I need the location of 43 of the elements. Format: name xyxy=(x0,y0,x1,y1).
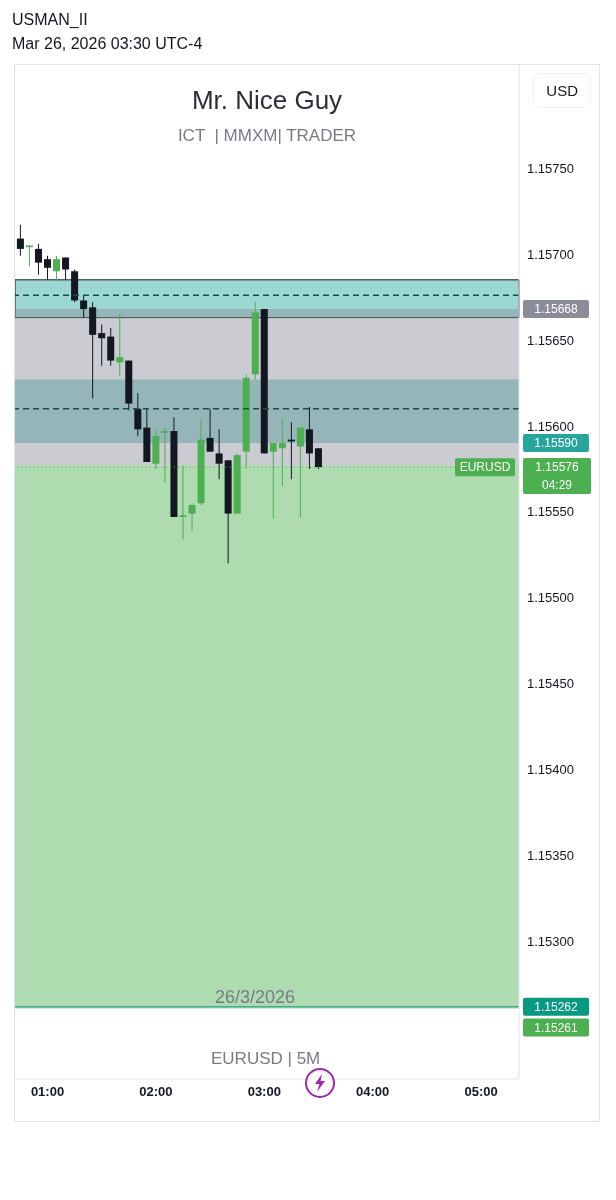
y-tick-label: 1.15700 xyxy=(527,246,574,262)
y-tick-label: 1.15450 xyxy=(527,676,574,692)
band-label: 1.15261 xyxy=(534,1020,579,1035)
candlestick xyxy=(16,224,24,257)
y-tick-label: 1.15750 xyxy=(527,160,574,176)
y-tick-label: 1.15300 xyxy=(527,934,574,950)
candlestick xyxy=(34,243,42,276)
y-tick-label: 1.15650 xyxy=(527,332,574,348)
candlestick xyxy=(116,313,124,377)
x-tick-label: 05:00 xyxy=(464,1084,498,1100)
text: USD xyxy=(533,73,591,108)
band-label: 1.15590 xyxy=(534,436,579,451)
text: Mr. Nice Guy xyxy=(190,85,344,116)
band-label: 1.15668 xyxy=(534,302,579,317)
candlestick xyxy=(53,255,61,283)
y-tick-label: 1.15550 xyxy=(527,504,574,520)
text: USMAN_II xyxy=(12,10,89,30)
ref-line-label: 1.15262 xyxy=(534,999,579,1014)
candlestick xyxy=(80,294,88,319)
y-tick-label: 1.15600 xyxy=(527,418,574,434)
x-tick-label: 04:00 xyxy=(356,1084,390,1100)
y-tick-label: 1.15400 xyxy=(527,762,574,778)
candlestick xyxy=(44,255,51,281)
x-tick-label: 03:00 xyxy=(247,1084,281,1100)
y-tick-label: 1.15350 xyxy=(527,848,574,864)
candlestick xyxy=(25,244,33,267)
text: ICT | MMXM| TRADER xyxy=(176,126,358,146)
x-tick-label: 02:00 xyxy=(139,1084,173,1100)
candlestick xyxy=(314,447,322,470)
y-tick-label: 1.15500 xyxy=(527,590,574,606)
candlestick xyxy=(215,428,223,480)
candlestick xyxy=(188,502,196,532)
text: Mar 26, 2026 03:30 UTC-4 xyxy=(12,34,204,54)
candlestick xyxy=(98,324,106,367)
text: 1.15576 xyxy=(534,459,580,477)
x-tick-label: 01:00 xyxy=(30,1084,65,1100)
annotation: 26/3/2026 xyxy=(215,987,296,1008)
annotation: EURUSD | 5M xyxy=(211,1049,321,1069)
ref-line-label: EURUSD xyxy=(459,460,511,475)
candlestick xyxy=(206,408,214,453)
text: 04:29 xyxy=(541,477,573,495)
candlestick xyxy=(62,256,70,281)
candlestick xyxy=(134,392,142,437)
